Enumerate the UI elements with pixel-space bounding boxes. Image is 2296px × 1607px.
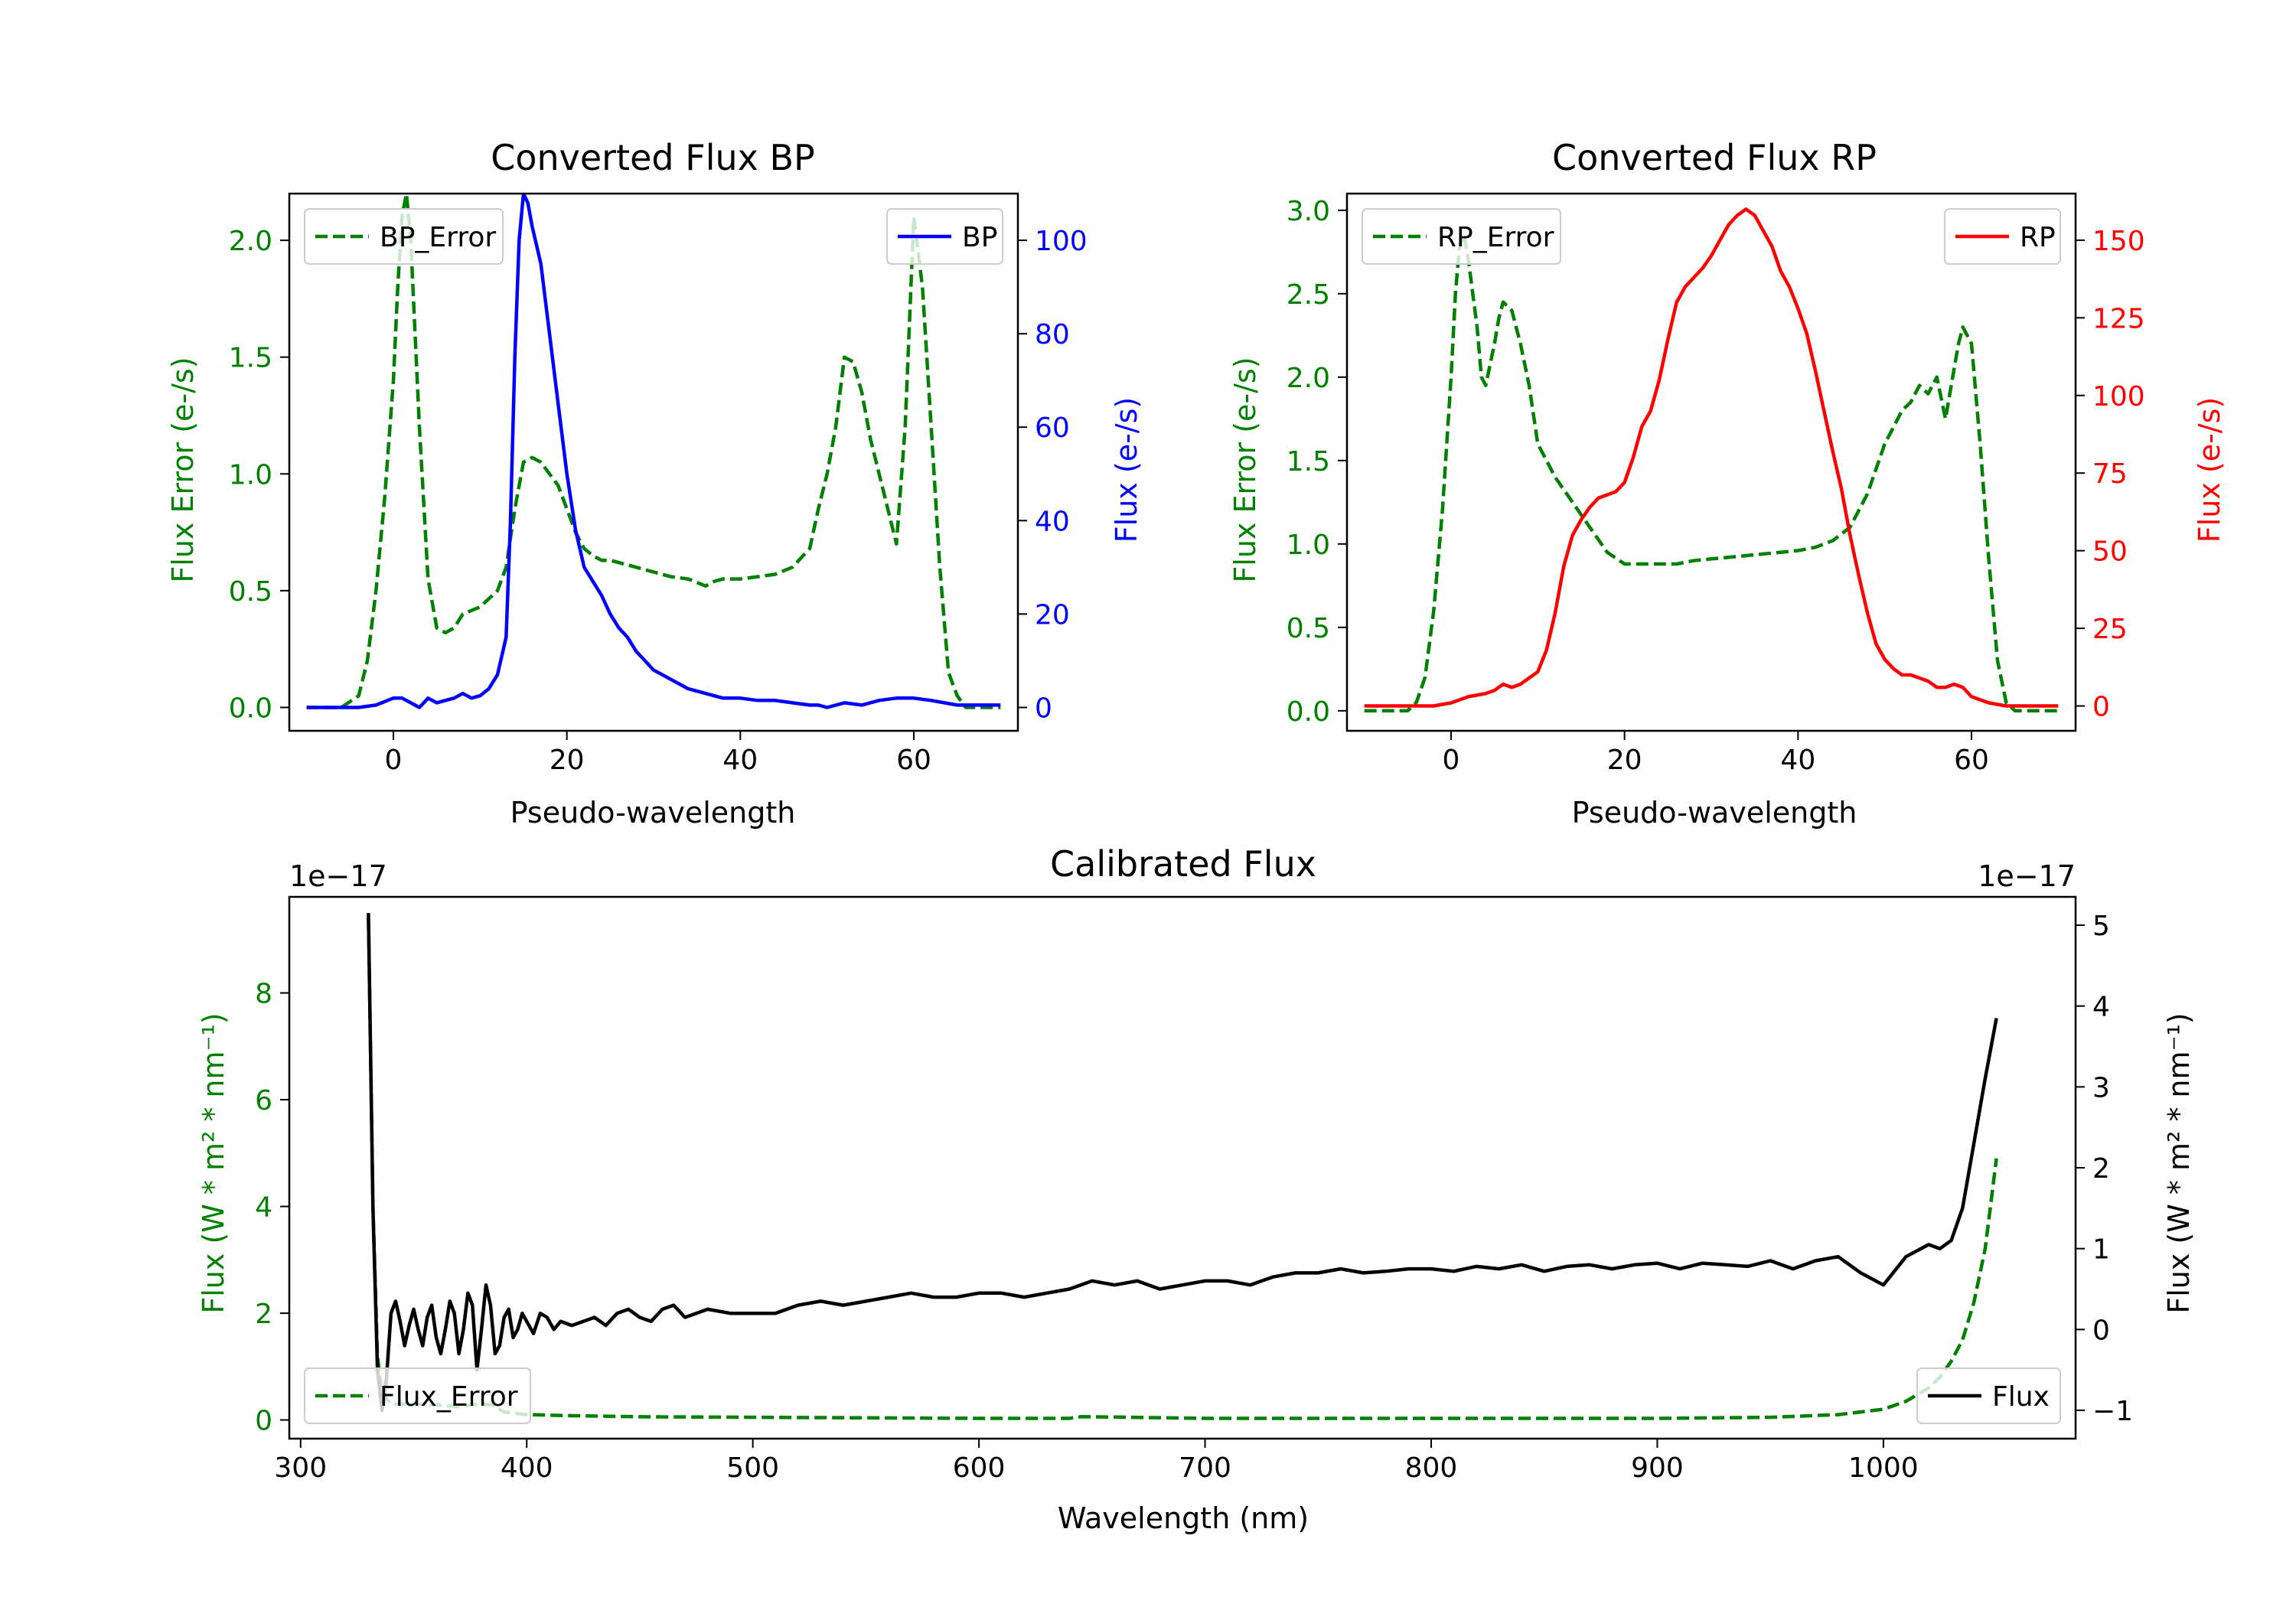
plot-frame bbox=[288, 895, 2077, 1440]
series-line-bp-error bbox=[306, 194, 1001, 709]
chart-bp: Converted Flux BP Pseudo-wavelength Flux… bbox=[166, 137, 1143, 830]
legend-label: Flux bbox=[1992, 1381, 2050, 1413]
y-tick-label-left: 6 bbox=[255, 1085, 272, 1116]
y-tick-label-left: 1.5 bbox=[1287, 446, 1330, 478]
legend-label: BP_Error bbox=[380, 222, 496, 253]
y-axis-label-left: Flux Error (e-/s) bbox=[166, 357, 200, 582]
x-tick-label: 800 bbox=[1405, 1452, 1458, 1484]
y-tick-label-right: 80 bbox=[1035, 319, 1070, 350]
legend-flux: Flux bbox=[1916, 1367, 2061, 1424]
y-tick-label-right: 1 bbox=[2092, 1234, 2110, 1266]
legend-box bbox=[1362, 208, 1561, 265]
legend-box bbox=[304, 1367, 531, 1424]
chart-title: Converted Flux BP bbox=[491, 137, 815, 178]
x-tick-label: 60 bbox=[1954, 745, 1989, 776]
plot-frame bbox=[1345, 192, 2077, 732]
y-tick-label-right: 100 bbox=[2092, 381, 2145, 412]
y-tick-label-right: 60 bbox=[1035, 412, 1070, 444]
y-tick-label-left: 1.0 bbox=[1287, 530, 1330, 561]
x-tick-label: 900 bbox=[1631, 1452, 1684, 1484]
y-tick-label-right: 150 bbox=[2092, 226, 2145, 257]
y-tick-label-right: 2 bbox=[2092, 1153, 2110, 1185]
x-tick-label: 0 bbox=[385, 745, 403, 776]
series-line-bp bbox=[306, 194, 1001, 709]
series-line-rp-error bbox=[1364, 233, 2059, 713]
y-tick-label-right: 5 bbox=[2092, 911, 2110, 942]
legend-box bbox=[304, 208, 504, 265]
y-tick-label-right: 20 bbox=[1035, 599, 1070, 631]
y-tick-label-left: 2.5 bbox=[1287, 279, 1330, 311]
y-axis-label-left: Flux (W * m² * nm⁻¹) bbox=[197, 1012, 230, 1313]
y-tick-label-left: 0.0 bbox=[229, 693, 272, 724]
x-tick-label: 20 bbox=[1607, 745, 1642, 776]
y-tick-label-right: 125 bbox=[2092, 303, 2145, 334]
y-axis-label-right: Flux (W * m² * nm⁻¹) bbox=[2162, 1012, 2196, 1313]
y-tick-label-left: 8 bbox=[255, 979, 272, 1010]
y-tick-label-left: 2.0 bbox=[229, 226, 272, 257]
legend-label: Flux_Error bbox=[380, 1381, 518, 1413]
y-tick-label-left: 0 bbox=[255, 1406, 272, 1437]
y-tick-label-left: 0.5 bbox=[1287, 613, 1330, 644]
y-tick-label-left: 0.0 bbox=[1287, 696, 1330, 728]
series-line-rp bbox=[1364, 207, 2059, 708]
offset-label-left: 1e−17 bbox=[289, 859, 387, 893]
x-tick-label: 600 bbox=[953, 1452, 1006, 1484]
y-tick-label-left: 2 bbox=[255, 1299, 272, 1330]
legend-rp-error: RP_Error bbox=[1362, 208, 1561, 265]
y-tick-label-left: 4 bbox=[255, 1192, 272, 1224]
y-axis-label-right: Flux (e-/s) bbox=[1110, 397, 1143, 543]
y-tick-label-right: 75 bbox=[2092, 458, 2128, 490]
series-line-flux bbox=[367, 913, 1998, 1413]
chart-rp: Converted Flux RP Pseudo-wavelength Flux… bbox=[1228, 137, 2226, 830]
legend-label: RP bbox=[2020, 222, 2056, 253]
y-tick-label-right: 50 bbox=[2092, 536, 2128, 568]
plot-frame bbox=[288, 192, 1019, 732]
y-tick-label-right: 40 bbox=[1035, 506, 1070, 537]
legend-box bbox=[1916, 1367, 2061, 1424]
y-tick-label-left: 0.5 bbox=[229, 576, 272, 608]
y-tick-label-right: 0 bbox=[1035, 693, 1052, 724]
x-tick-label: 60 bbox=[896, 745, 931, 776]
x-tick-label: 1000 bbox=[1848, 1452, 1919, 1484]
y-tick-label-left: 2.0 bbox=[1287, 363, 1330, 394]
y-tick-label-left: 1.0 bbox=[229, 459, 272, 491]
x-tick-label: 0 bbox=[1443, 745, 1460, 776]
legend-label: BP bbox=[962, 222, 997, 253]
x-tick-label: 500 bbox=[726, 1452, 779, 1484]
y-tick-label-right: 4 bbox=[2092, 992, 2110, 1023]
chart-title: Converted Flux RP bbox=[1552, 137, 1877, 178]
y-axis-label-right: Flux (e-/s) bbox=[2193, 397, 2226, 543]
y-tick-label-right: 0 bbox=[2092, 1315, 2110, 1346]
y-tick-label-right: 3 bbox=[2092, 1072, 2110, 1103]
x-tick-label: 300 bbox=[274, 1452, 327, 1484]
chart-title: Calibrated Flux bbox=[1050, 843, 1316, 885]
legend-bp-error: BP_Error bbox=[304, 208, 504, 265]
y-tick-label-right: 0 bbox=[2092, 692, 2110, 723]
chart-calibrated: Calibrated Flux Wavelength (nm) Flux (W … bbox=[197, 843, 2196, 1535]
x-tick-label: 700 bbox=[1179, 1452, 1231, 1484]
y-tick-label-left: 1.5 bbox=[229, 343, 272, 374]
x-axis-label: Pseudo-wavelength bbox=[510, 796, 796, 830]
y-tick-label-left: 3.0 bbox=[1287, 196, 1330, 227]
offset-label-right: 1e−17 bbox=[1978, 859, 2076, 893]
x-tick-label: 400 bbox=[501, 1452, 553, 1484]
x-tick-label: 40 bbox=[1780, 745, 1815, 776]
x-tick-label: 40 bbox=[722, 745, 758, 776]
y-tick-label-right: 25 bbox=[2092, 614, 2128, 645]
series-line-flux-error bbox=[367, 918, 1998, 1420]
x-axis-label: Pseudo-wavelength bbox=[1572, 796, 1857, 830]
legend-bp: BP bbox=[886, 208, 1003, 265]
x-tick-label: 20 bbox=[550, 745, 585, 776]
legend-rp: RP bbox=[1944, 208, 2061, 265]
x-axis-label: Wavelength (nm) bbox=[1058, 1501, 1309, 1535]
legend-label: RP_Error bbox=[1437, 222, 1554, 253]
y-tick-label-right: 100 bbox=[1035, 226, 1088, 257]
y-tick-label-right: −1 bbox=[2092, 1396, 2133, 1427]
legend-flux-error: Flux_Error bbox=[304, 1367, 531, 1424]
y-axis-label-left: Flux Error (e-/s) bbox=[1228, 357, 1262, 582]
